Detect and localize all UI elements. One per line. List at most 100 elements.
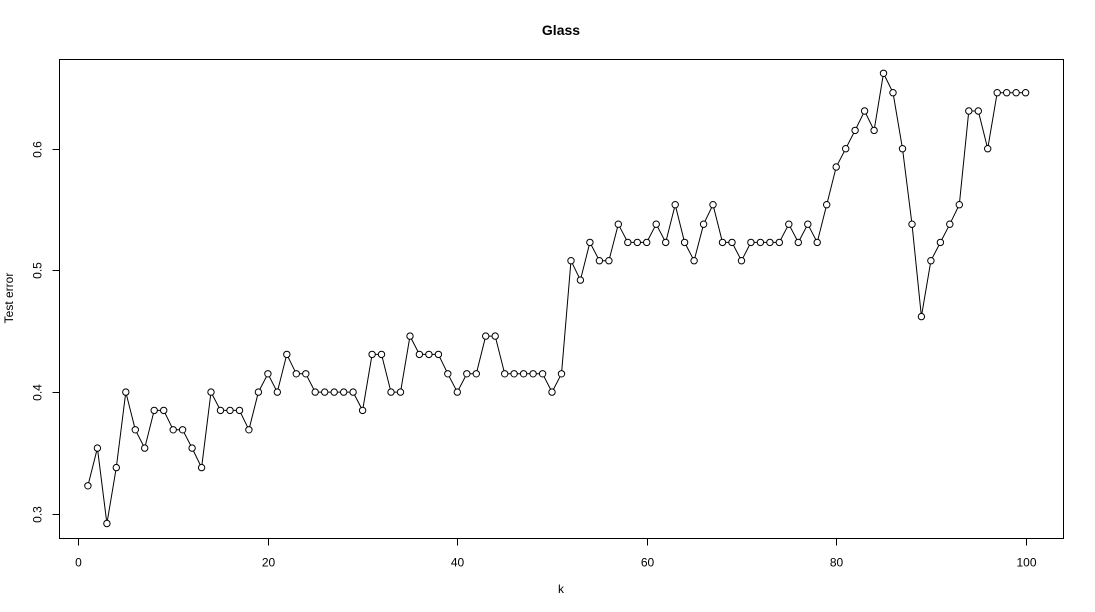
- data-point-55: [595, 257, 604, 265]
- data-point-72: [756, 238, 765, 247]
- data-point-97: [993, 89, 1001, 97]
- data-point-65: [690, 257, 698, 265]
- data-point-96: [984, 145, 992, 153]
- data-point-19: [254, 388, 263, 396]
- data-point-43: [482, 332, 490, 340]
- data-point-27: [330, 388, 338, 396]
- data-point-28: [340, 388, 348, 396]
- data-point-67: [709, 201, 717, 209]
- data-point-35: [406, 332, 414, 340]
- data-point-61: [652, 220, 660, 228]
- data-point-54: [586, 238, 594, 247]
- data-point-30: [358, 406, 367, 415]
- x-axis-label: k: [558, 582, 565, 596]
- data-point-22: [283, 350, 291, 359]
- data-point-60: [643, 238, 651, 247]
- data-point-10: [169, 426, 177, 434]
- data-point-37: [425, 350, 433, 359]
- data-point-99: [1012, 89, 1020, 97]
- data-point-47: [519, 370, 528, 378]
- data-point-21: [273, 388, 281, 396]
- y-tick-label-1: 0.4: [31, 384, 45, 401]
- data-point-13: [197, 463, 206, 472]
- data-point-80: [832, 163, 840, 171]
- data-point-29: [349, 388, 357, 396]
- data-point-18: [245, 426, 253, 434]
- data-point-69: [728, 238, 736, 247]
- data-point-62: [662, 238, 670, 247]
- data-point-64: [680, 238, 689, 247]
- data-point-91: [936, 238, 945, 247]
- data-point-94: [965, 107, 973, 115]
- data-point-2: [93, 444, 102, 452]
- data-point-24: [302, 370, 310, 378]
- data-point-41: [463, 370, 471, 378]
- data-point-70: [737, 257, 746, 265]
- data-point-100: [1021, 89, 1030, 97]
- data-point-23: [292, 370, 300, 378]
- data-point-98: [1003, 89, 1011, 97]
- data-point-17: [235, 406, 244, 415]
- y-axis: 0.3 0.4 0.5 0.6: [31, 141, 60, 523]
- data-point-59: [633, 238, 641, 247]
- data-point-45: [501, 370, 509, 378]
- x-tick-label-40: 40: [451, 556, 465, 570]
- data-point-83: [860, 107, 869, 115]
- data-point-56: [605, 257, 613, 265]
- data-point-51: [557, 370, 566, 378]
- data-point-57: [614, 220, 622, 228]
- data-point-49: [538, 370, 547, 378]
- x-tick-label-100: 100: [1016, 556, 1036, 570]
- x-tick-label-20: 20: [262, 556, 276, 570]
- data-point-40: [453, 388, 461, 396]
- data-point-76: [794, 238, 802, 247]
- plot-frame: [59, 59, 1064, 539]
- x-axis: 0 20 40 60 80 100: [75, 538, 1037, 570]
- data-point-73: [766, 238, 774, 247]
- data-point-68: [718, 238, 727, 247]
- data-point-75: [785, 220, 793, 228]
- data-point-78: [813, 238, 821, 247]
- series-line: [87, 71, 1026, 524]
- data-point-15: [216, 406, 225, 415]
- data-point-38: [434, 350, 443, 359]
- data-point-5: [122, 388, 130, 396]
- data-point-95: [974, 107, 982, 115]
- data-point-42: [472, 370, 480, 378]
- data-points: [84, 69, 1030, 528]
- data-point-39: [444, 370, 452, 378]
- data-point-74: [775, 238, 783, 247]
- data-point-12: [188, 444, 196, 452]
- data-point-3: [103, 519, 111, 528]
- data-point-53: [576, 276, 585, 284]
- data-point-87: [898, 145, 907, 153]
- data-point-52: [567, 257, 575, 265]
- data-point-14: [207, 388, 215, 396]
- data-point-26: [321, 388, 329, 396]
- data-point-93: [955, 201, 963, 209]
- data-point-1: [84, 482, 92, 490]
- data-point-44: [491, 332, 499, 340]
- data-point-89: [917, 312, 926, 321]
- data-point-85: [879, 69, 888, 78]
- data-point-11: [178, 426, 187, 434]
- data-point-8: [150, 406, 158, 415]
- y-tick-label-0: 0.3: [31, 506, 45, 523]
- data-point-58: [624, 238, 632, 247]
- data-point-84: [870, 126, 878, 135]
- data-point-31: [368, 350, 376, 359]
- y-tick-label-3: 0.6: [31, 141, 45, 158]
- data-point-92: [946, 220, 954, 228]
- data-point-32: [377, 350, 386, 359]
- data-point-50: [548, 388, 556, 396]
- data-point-82: [851, 126, 859, 135]
- data-point-16: [226, 406, 234, 415]
- data-point-20: [264, 370, 272, 378]
- x-tick-label-0: 0: [75, 556, 82, 570]
- data-point-4: [112, 463, 121, 472]
- x-tick-label-80: 80: [830, 556, 844, 570]
- chart-title: Glass: [542, 22, 580, 38]
- data-point-9: [160, 406, 168, 415]
- y-axis-label: Test error: [2, 273, 16, 324]
- data-point-66: [699, 220, 708, 228]
